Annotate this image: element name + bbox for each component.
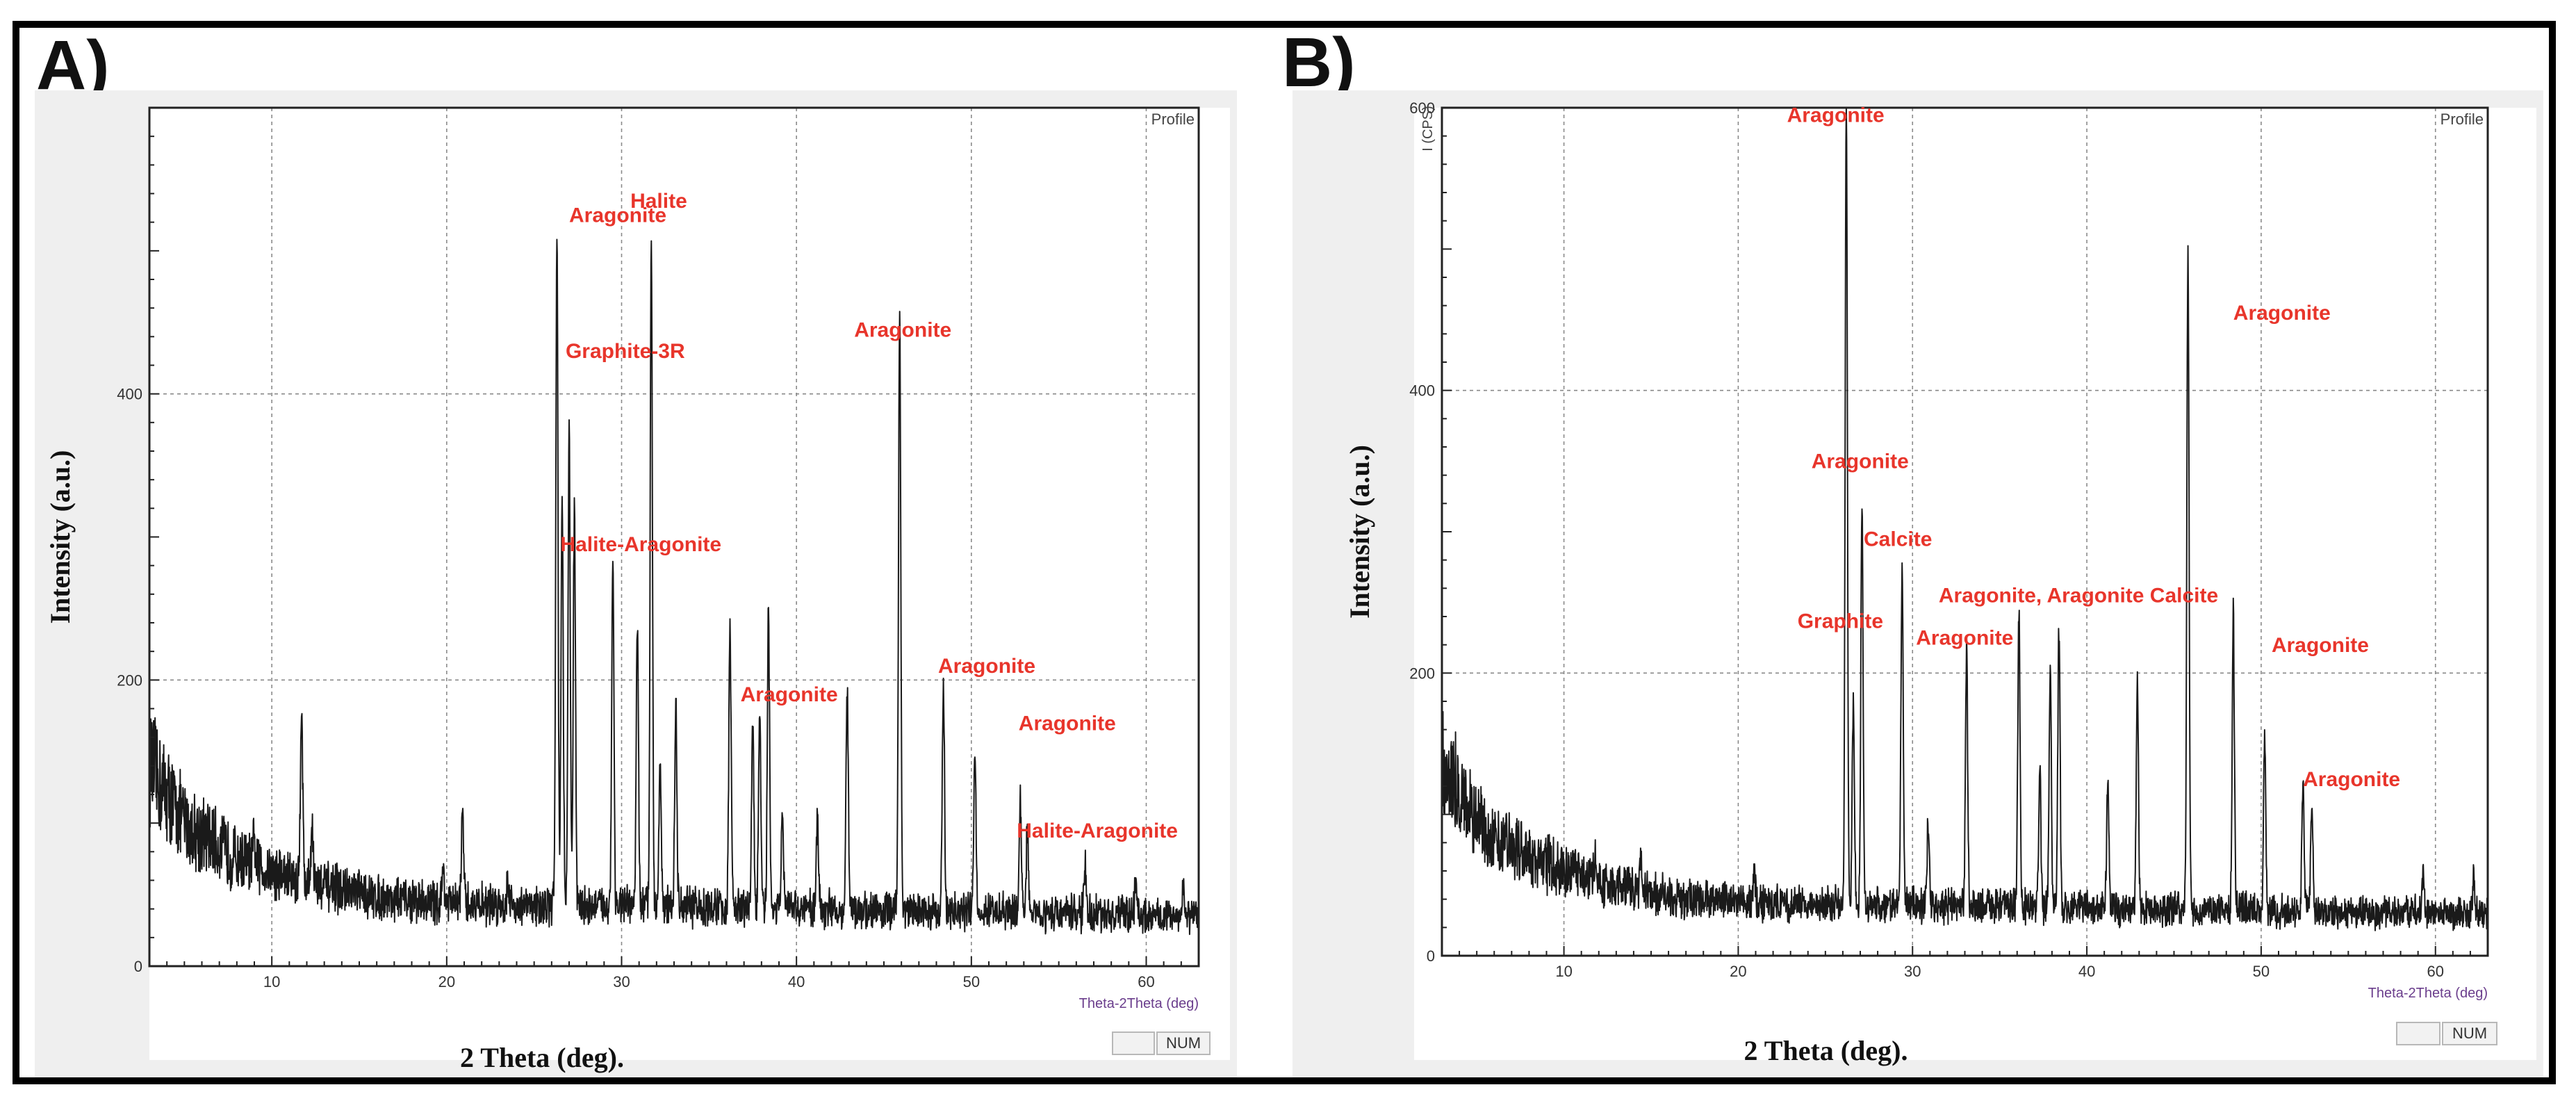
y-tick-label: 0 — [1427, 947, 1435, 965]
y-axis-label: Intensity (a.u.) — [44, 450, 76, 623]
y-tick-label: 200 — [117, 671, 142, 689]
peak-annotation: Halite-Aragonite — [560, 533, 721, 556]
peak-annotation: Graphite — [1798, 610, 1883, 633]
x-tick-label: 10 — [263, 973, 280, 990]
peak-annotation: Aragonite — [2272, 634, 2369, 657]
x-axis-caption: Theta-2Theta (deg) — [1079, 996, 1199, 1011]
peak-annotation: Graphite-3R — [566, 340, 685, 363]
peak-annotation: Halite-Aragonite — [1017, 819, 1178, 842]
panel-a-grid — [149, 108, 1199, 966]
x-axis-label: 2 Theta (deg). — [460, 1042, 624, 1073]
y-tick-label: 200 — [1409, 664, 1435, 682]
x-tick-label: 30 — [613, 973, 630, 990]
panel-a-annotations: AragoniteHaliteGraphite-3RAragoniteHalit… — [560, 190, 1178, 842]
y-tick-label: 600 — [1409, 99, 1435, 117]
status-field-empty — [2396, 1022, 2440, 1045]
panel-a-axis-ticks: 10 20 30 40 50 60 0 200 400 — [117, 107, 1199, 990]
y-tick-label: 0 — [134, 958, 142, 975]
peak-annotation: Aragonite — [1019, 712, 1116, 735]
peak-annotation: Aragonite — [1812, 450, 1909, 473]
x-tick-label: 20 — [438, 973, 455, 990]
xrd-trace — [1441, 107, 2488, 931]
peak-annotation: Aragonite — [1916, 627, 2013, 650]
cps-label: I (CPS) — [1420, 106, 1436, 152]
y-tick-label: 400 — [117, 386, 142, 403]
peak-annotation: Aragonite — [854, 318, 951, 341]
xrd-trace — [149, 238, 1199, 936]
peak-annotation: Aragonite — [938, 655, 1035, 678]
x-tick-label: 50 — [2253, 963, 2270, 980]
panel-b-annotations: Aragonite Aragonite Aragonite Calcite Aragon… — [1787, 104, 2400, 791]
status-field-empty — [1112, 1031, 1155, 1055]
panel-a-label: A) — [36, 26, 110, 104]
peak-annotation: Aragonite — [741, 683, 838, 706]
panel-a-canvas — [149, 108, 1230, 1060]
peak-annotation: Aragonite — [569, 204, 666, 227]
peak-annotation: Aragonite — [2303, 768, 2400, 791]
panel-b-trace-group — [1441, 107, 2488, 931]
x-tick-label: 60 — [2427, 963, 2444, 980]
profile-label: Profile — [2440, 111, 2484, 128]
panel-b-label: B) — [1282, 24, 1356, 101]
status-num-indicator: NUM — [2442, 1022, 2497, 1045]
panel-a-trace-group — [149, 238, 1199, 936]
peak-annotation: Aragonite — [1787, 104, 1885, 127]
x-tick-label: 30 — [1904, 963, 1921, 980]
x-axis-caption: Theta-2Theta (deg) — [2368, 986, 2488, 1001]
x-tick-label: 10 — [1555, 963, 1572, 980]
x-tick-label: 40 — [2078, 963, 2095, 980]
x-tick-label: 60 — [1138, 973, 1154, 990]
peak-annotation: Halite — [630, 190, 687, 213]
x-tick-label: 20 — [1730, 963, 1746, 980]
panel-b-grid — [1442, 108, 2488, 956]
peak-annotation: Aragonite — [2233, 302, 2331, 325]
x-axis-label: 2 Theta (deg). — [1744, 1035, 1908, 1066]
y-axis-label: Intensity (a.u.) — [1344, 445, 1375, 619]
profile-label: Profile — [1151, 111, 1195, 128]
peak-annotation: Calcite — [1864, 528, 1932, 550]
peak-annotation: Aragonite, Aragonite Calcite — [1939, 585, 2218, 607]
x-tick-label: 40 — [788, 973, 805, 990]
x-tick-label: 50 — [963, 973, 980, 990]
status-num-indicator: NUM — [1156, 1031, 1211, 1055]
y-tick-label: 400 — [1409, 382, 1435, 400]
